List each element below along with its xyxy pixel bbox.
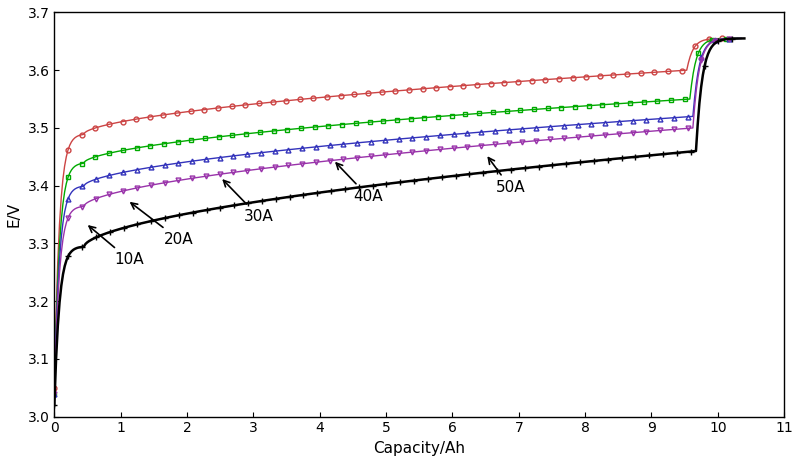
Text: 40A: 40A: [336, 163, 382, 204]
Text: 50A: 50A: [488, 157, 525, 195]
X-axis label: Capacity/Ah: Capacity/Ah: [374, 441, 466, 456]
Text: 30A: 30A: [223, 181, 274, 224]
Text: 20A: 20A: [131, 203, 194, 247]
Text: 10A: 10A: [89, 226, 144, 267]
Y-axis label: E/V: E/V: [7, 202, 22, 227]
